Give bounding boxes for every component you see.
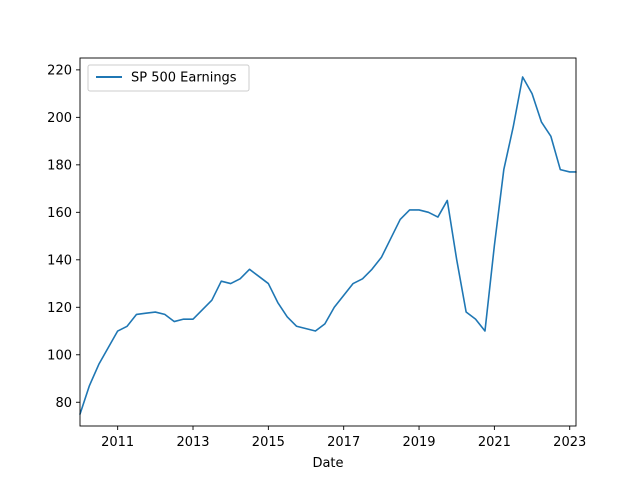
y-tick-label: 180 [47,158,72,173]
series-line-0 [79,76,577,415]
x-tick-label: 2013 [176,435,209,450]
y-tick-label: 80 [55,396,72,411]
x-tick-label: 2017 [327,435,360,450]
legend-box [87,64,250,92]
x-tick-label: 2015 [252,435,285,450]
x-axis-label: Date [312,456,343,471]
y-tick-label: 100 [47,348,72,363]
axes-frame [79,57,577,427]
x-tick-label: 2019 [402,435,435,450]
x-tick-label: 2021 [478,435,511,450]
y-tick-label: 160 [47,206,72,221]
y-tick-label: 120 [47,301,72,316]
y-axis: 80 100 120 140 160 180 200 220 [47,63,80,411]
y-tick-label: 140 [47,253,72,268]
x-tick-label: 2023 [553,435,586,450]
y-tick-label: 220 [47,63,72,78]
y-tick-label: 200 [47,111,72,126]
x-axis: 2011 2013 2015 2017 2019 2021 2023 [101,426,586,450]
plot-area [79,57,577,427]
legend: SP 500 Earnings [87,64,250,92]
x-tick-label: 2011 [101,435,134,450]
legend-label-sp500-earnings: SP 500 Earnings [131,71,237,86]
